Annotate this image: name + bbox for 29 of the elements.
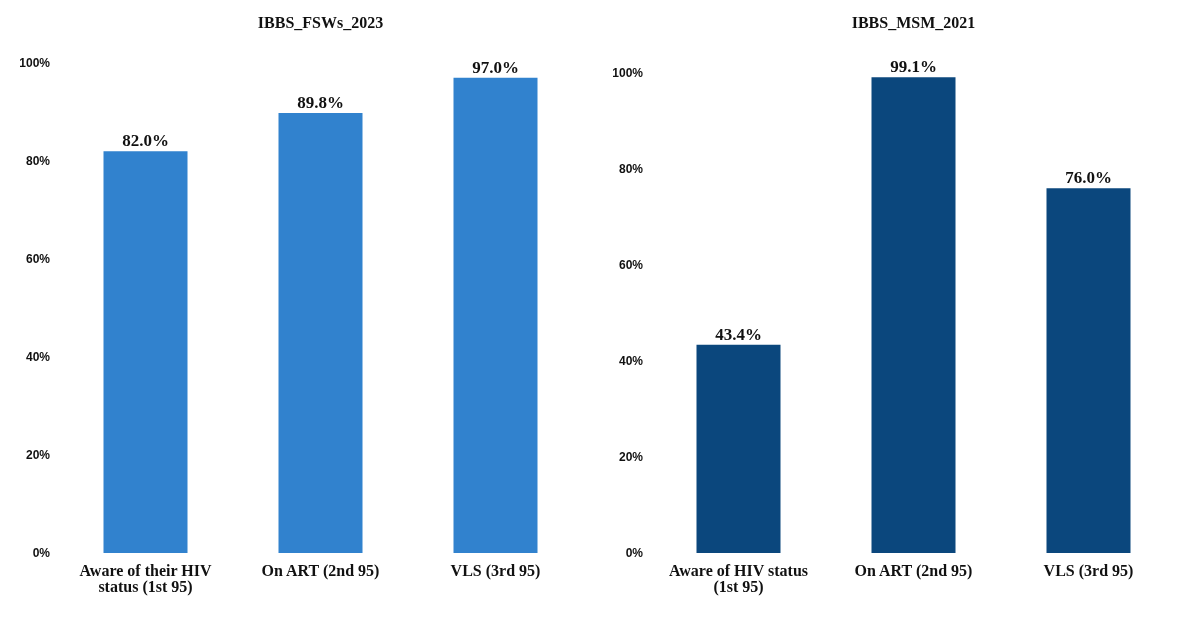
data-label: 76.0% [1065, 168, 1112, 188]
y-tick-label: 20% [25, 448, 51, 463]
data-label: 99.1% [890, 57, 937, 77]
y-tick-label: 0% [625, 546, 644, 561]
x-tick-label: VLS (3rd 95) [450, 562, 541, 581]
y-tick-label: 60% [618, 258, 644, 273]
x-tick-label: Aware of their HIV status (1st 95) [79, 562, 212, 597]
y-tick-label: 0% [32, 546, 51, 561]
x-tick-label: On ART (2nd 95) [261, 562, 380, 581]
y-tick-label: 60% [25, 252, 51, 267]
bar [871, 77, 956, 553]
x-tick-label: Aware of HIV status (1st 95) [668, 562, 809, 597]
chart-title: IBBS_FSWs_2023 [256, 13, 385, 33]
data-label: 82.0% [122, 131, 169, 151]
data-label: 97.0% [472, 57, 519, 77]
x-tick-label: On ART (2nd 95) [854, 562, 973, 581]
data-label: 89.8% [297, 92, 344, 112]
y-tick-label: 80% [25, 154, 51, 169]
bar [696, 344, 781, 553]
y-tick-label: 20% [618, 450, 644, 465]
y-tick-label: 40% [618, 354, 644, 369]
data-label: 43.4% [715, 324, 762, 344]
y-tick-label: 100% [19, 56, 51, 71]
x-tick-label: VLS (3rd 95) [1043, 562, 1134, 581]
chart-title: IBBS_MSM_2021 [850, 13, 977, 33]
y-tick-label: 80% [618, 162, 644, 177]
bar [1046, 188, 1131, 553]
y-tick-label: 100% [612, 66, 644, 81]
y-tick-label: 40% [25, 350, 51, 365]
